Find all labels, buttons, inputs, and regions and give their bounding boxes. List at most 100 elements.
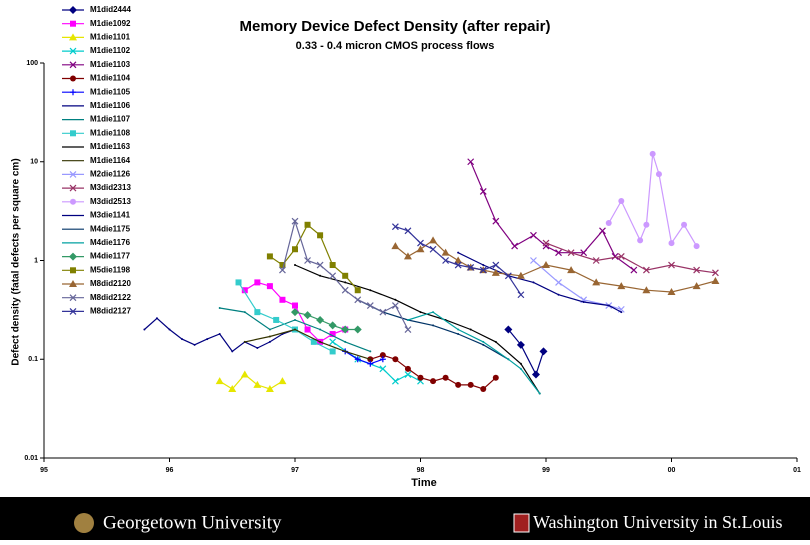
legend-marker bbox=[70, 130, 76, 137]
marker bbox=[279, 262, 286, 269]
marker bbox=[667, 287, 676, 295]
marker bbox=[693, 243, 700, 250]
legend-label: M8did2120 bbox=[90, 279, 131, 288]
marker bbox=[329, 338, 337, 346]
chart-title: Memory Device Defect Density (after repa… bbox=[240, 18, 551, 35]
x-tick-label: 96 bbox=[166, 467, 174, 474]
series-line bbox=[294, 264, 541, 394]
legend-marker bbox=[69, 307, 77, 315]
legend-marker bbox=[69, 33, 77, 41]
marker bbox=[155, 317, 158, 320]
georgetown-seal bbox=[74, 513, 94, 533]
legend-label: M1die1103 bbox=[90, 60, 131, 69]
marker bbox=[319, 340, 322, 343]
legend-marker bbox=[69, 252, 77, 261]
marker bbox=[403, 252, 412, 260]
x-tick-label: 98 bbox=[417, 467, 425, 474]
series-line bbox=[507, 329, 545, 377]
marker bbox=[268, 335, 271, 338]
legend-label: M1die1102 bbox=[90, 46, 131, 55]
marker bbox=[617, 252, 625, 260]
legend-label: M1die1101 bbox=[90, 33, 131, 42]
marker bbox=[605, 219, 612, 226]
marker bbox=[607, 304, 610, 307]
y-tick-label: 100 bbox=[26, 60, 38, 67]
x-tick-label: 99 bbox=[542, 467, 550, 474]
marker bbox=[329, 348, 336, 355]
marker bbox=[507, 358, 510, 361]
marker bbox=[292, 302, 298, 309]
x-tick-label: 00 bbox=[668, 467, 676, 474]
x-tick-label: 95 bbox=[40, 467, 48, 474]
marker bbox=[532, 281, 535, 284]
marker bbox=[611, 252, 619, 260]
marker bbox=[681, 221, 688, 228]
marker bbox=[404, 371, 412, 378]
marker bbox=[218, 307, 221, 310]
marker bbox=[268, 328, 271, 331]
marker bbox=[519, 367, 522, 370]
marker bbox=[467, 158, 475, 166]
marker bbox=[404, 227, 412, 235]
marker bbox=[344, 350, 347, 353]
legend-label: M1die1092 bbox=[90, 19, 131, 28]
marker bbox=[354, 296, 362, 304]
x-tick-label: 01 bbox=[793, 467, 801, 474]
marker bbox=[241, 287, 248, 294]
marker bbox=[618, 198, 625, 205]
marker bbox=[404, 326, 412, 333]
marker bbox=[369, 350, 372, 353]
marker bbox=[379, 356, 386, 363]
footer-right: Washington University in St.Louis bbox=[533, 512, 783, 532]
marker bbox=[454, 261, 462, 269]
marker bbox=[379, 365, 387, 373]
legend-marker bbox=[69, 61, 77, 69]
chart-subtitle: 0.33 - 0.4 micron CMOS process flows bbox=[296, 40, 495, 52]
marker bbox=[279, 296, 286, 303]
marker bbox=[218, 333, 221, 336]
marker bbox=[567, 266, 576, 274]
marker bbox=[294, 328, 296, 331]
marker bbox=[278, 377, 287, 385]
marker bbox=[369, 358, 372, 361]
marker bbox=[542, 261, 550, 269]
marker bbox=[504, 272, 512, 280]
legend-marker bbox=[69, 6, 77, 14]
marker bbox=[391, 377, 399, 385]
marker bbox=[504, 325, 513, 334]
marker bbox=[711, 277, 720, 285]
legend-marker bbox=[70, 20, 76, 27]
marker bbox=[243, 340, 246, 343]
marker bbox=[467, 264, 475, 271]
marker bbox=[642, 286, 651, 294]
legend-label: M8did2122 bbox=[90, 293, 131, 302]
marker bbox=[693, 266, 701, 274]
marker bbox=[637, 237, 644, 244]
marker bbox=[482, 340, 485, 343]
legend-label: M4die1176 bbox=[90, 238, 131, 247]
marker bbox=[480, 385, 487, 392]
marker bbox=[539, 347, 548, 356]
legend-label: M1die1164 bbox=[90, 156, 131, 165]
legend-marker bbox=[70, 198, 76, 205]
marker bbox=[392, 356, 399, 363]
marker bbox=[294, 264, 296, 267]
marker bbox=[344, 340, 347, 343]
marker bbox=[329, 262, 336, 269]
legend-label: M1did2444 bbox=[90, 5, 131, 14]
marker bbox=[181, 338, 184, 341]
marker bbox=[457, 328, 460, 331]
footer-left: Georgetown University bbox=[103, 512, 282, 533]
marker bbox=[143, 328, 146, 331]
marker bbox=[668, 240, 675, 247]
marker bbox=[617, 282, 626, 290]
marker bbox=[265, 384, 274, 392]
marker bbox=[317, 232, 324, 239]
marker bbox=[432, 324, 435, 327]
marker bbox=[432, 311, 435, 314]
series-line bbox=[269, 223, 359, 291]
marker bbox=[442, 257, 450, 264]
legend-label: M1die1163 bbox=[90, 142, 131, 151]
marker bbox=[457, 251, 460, 254]
marker bbox=[168, 328, 171, 331]
